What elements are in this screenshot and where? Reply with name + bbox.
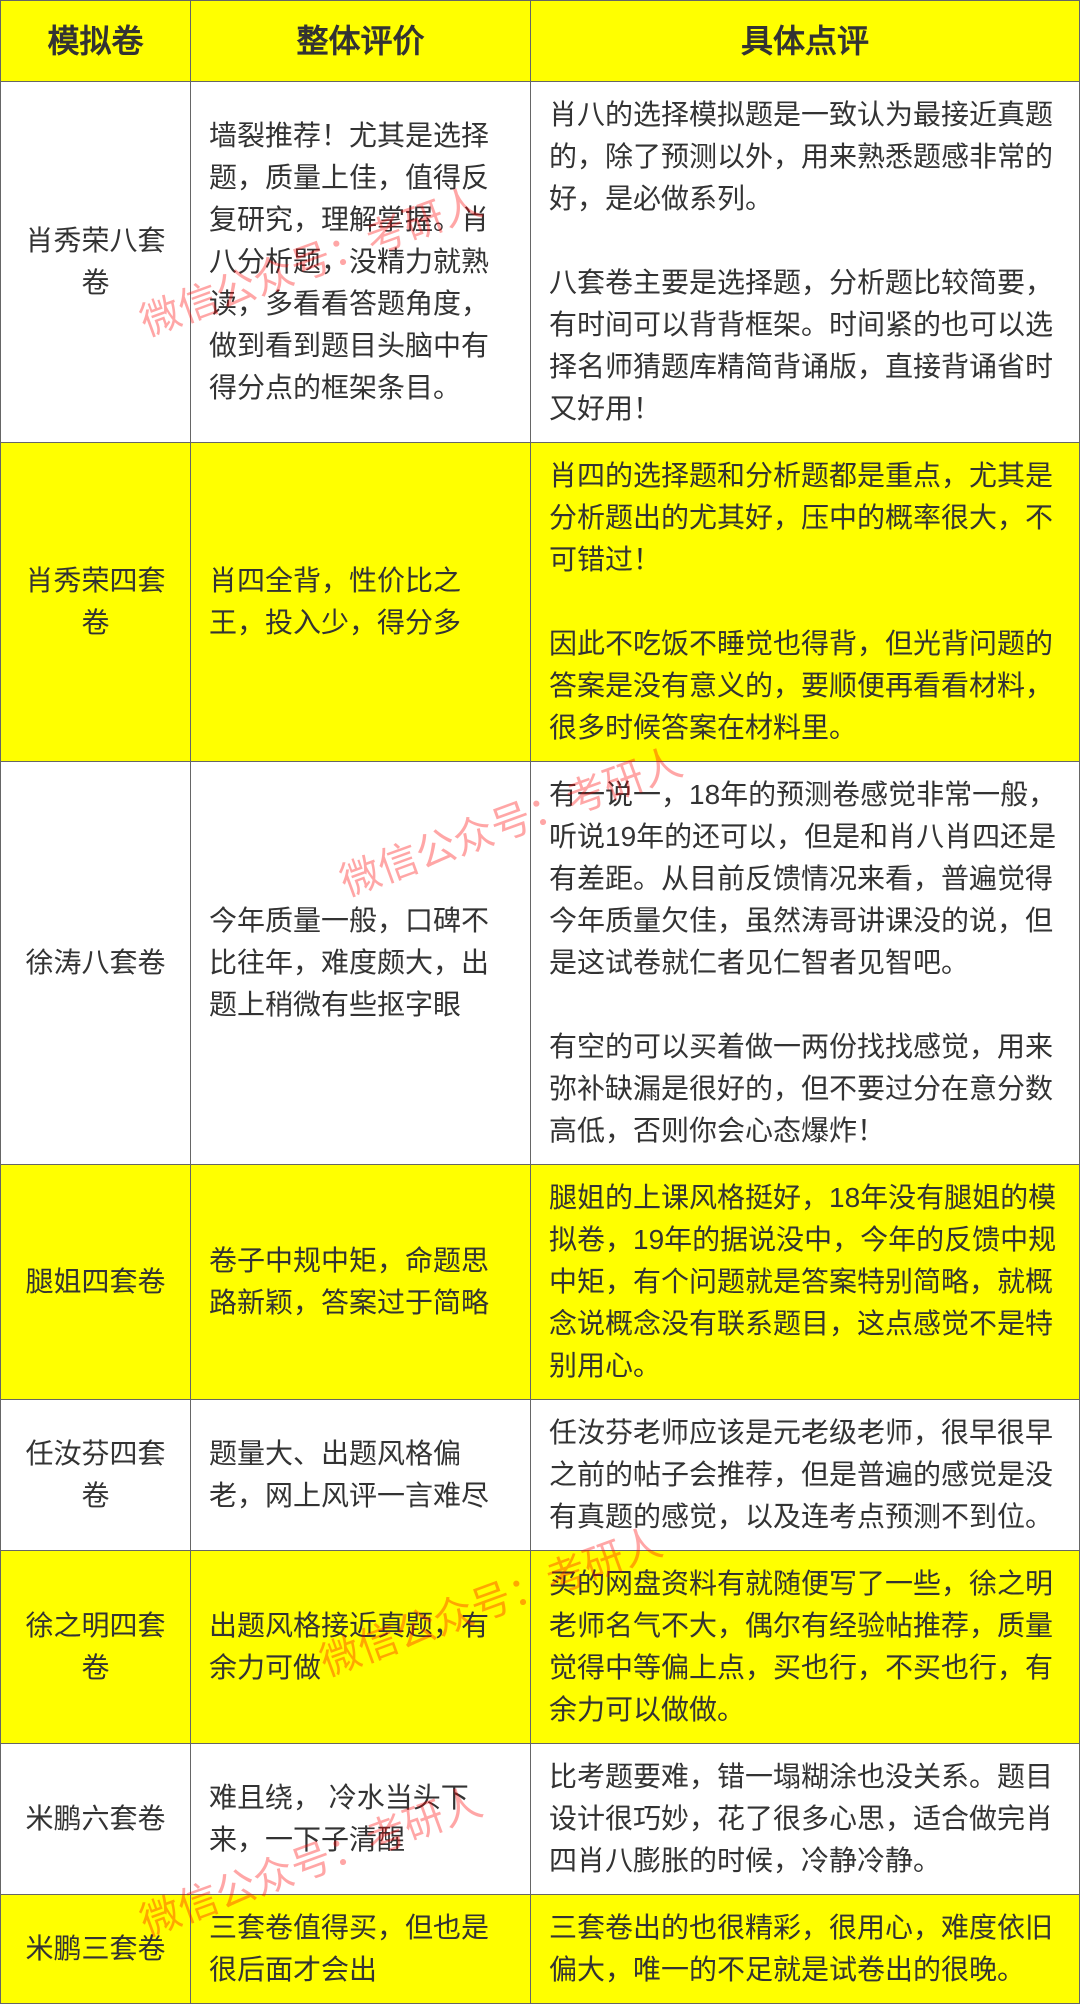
header-col1: 模拟卷 xyxy=(1,1,191,82)
review-table: 模拟卷 整体评价 具体点评 肖秀荣八套卷墙裂推荐！尤其是选择题，质量上佳，值得反… xyxy=(0,0,1080,2004)
cell-name: 肖秀荣八套卷 xyxy=(1,82,191,443)
cell-detail: 买的网盘资料有就随便写了一些，徐之明老师名气不大，偶尔有经验帖推荐，质量觉得中等… xyxy=(531,1551,1080,1744)
cell-overall: 卷子中规中矩，命题思路新颖，答案过于简略 xyxy=(191,1165,531,1400)
table-row: 徐涛八套卷今年质量一般，口碑不比往年，难度颇大，出题上稍微有些抠字眼有一说一，1… xyxy=(1,762,1080,1165)
table-body: 肖秀荣八套卷墙裂推荐！尤其是选择题，质量上佳，值得反复研究，理解掌握。肖八分析题… xyxy=(1,82,1080,2004)
cell-detail: 肖八的选择模拟题是一致认为最接近真题的，除了预测以外，用来熟悉题感非常的好，是必… xyxy=(531,82,1080,443)
cell-detail: 有一说一，18年的预测卷感觉非常一般，听说19年的还可以，但是和肖八肖四还是有差… xyxy=(531,762,1080,1165)
cell-overall: 出题风格接近真题，有余力可做 xyxy=(191,1551,531,1744)
cell-detail: 比考题要难，错一塌糊涂也没关系。题目设计很巧妙，花了很多心思，适合做完肖四肖八膨… xyxy=(531,1744,1080,1895)
cell-overall: 墙裂推荐！尤其是选择题，质量上佳，值得反复研究，理解掌握。肖八分析题，没精力就熟… xyxy=(191,82,531,443)
cell-name: 任汝芬四套卷 xyxy=(1,1400,191,1551)
header-row: 模拟卷 整体评价 具体点评 xyxy=(1,1,1080,82)
cell-detail: 肖四的选择题和分析题都是重点，尤其是分析题出的尤其好，压中的概率很大，不可错过！… xyxy=(531,443,1080,762)
table-row: 肖秀荣八套卷墙裂推荐！尤其是选择题，质量上佳，值得反复研究，理解掌握。肖八分析题… xyxy=(1,82,1080,443)
cell-detail: 腿姐的上课风格挺好，18年没有腿姐的模拟卷，19年的据说没中，今年的反馈中规中矩… xyxy=(531,1165,1080,1400)
header-col2: 整体评价 xyxy=(191,1,531,82)
cell-overall: 题量大、出题风格偏老，网上风评一言难尽 xyxy=(191,1400,531,1551)
cell-name: 徐之明四套卷 xyxy=(1,1551,191,1744)
cell-detail: 任汝芬老师应该是元老级老师，很早很早之前的帖子会推荐，但是普遍的感觉是没有真题的… xyxy=(531,1400,1080,1551)
table-row: 腿姐四套卷卷子中规中矩，命题思路新颖，答案过于简略腿姐的上课风格挺好，18年没有… xyxy=(1,1165,1080,1400)
cell-overall: 肖四全背，性价比之王，投入少，得分多 xyxy=(191,443,531,762)
table-row: 米鹏六套卷难且绕， 冷水当头下来，一下子清醒比考题要难，错一塌糊涂也没关系。题目… xyxy=(1,1744,1080,1895)
cell-overall: 今年质量一般，口碑不比往年，难度颇大，出题上稍微有些抠字眼 xyxy=(191,762,531,1165)
table-row: 任汝芬四套卷题量大、出题风格偏老，网上风评一言难尽任汝芬老师应该是元老级老师，很… xyxy=(1,1400,1080,1551)
table-row: 肖秀荣四套卷肖四全背，性价比之王，投入少，得分多肖四的选择题和分析题都是重点，尤… xyxy=(1,443,1080,762)
table-row: 徐之明四套卷出题风格接近真题，有余力可做买的网盘资料有就随便写了一些，徐之明老师… xyxy=(1,1551,1080,1744)
cell-name: 腿姐四套卷 xyxy=(1,1165,191,1400)
cell-name: 米鹏六套卷 xyxy=(1,1744,191,1895)
cell-overall: 难且绕， 冷水当头下来，一下子清醒 xyxy=(191,1744,531,1895)
cell-name: 徐涛八套卷 xyxy=(1,762,191,1165)
cell-name: 肖秀荣四套卷 xyxy=(1,443,191,762)
header-col3: 具体点评 xyxy=(531,1,1080,82)
